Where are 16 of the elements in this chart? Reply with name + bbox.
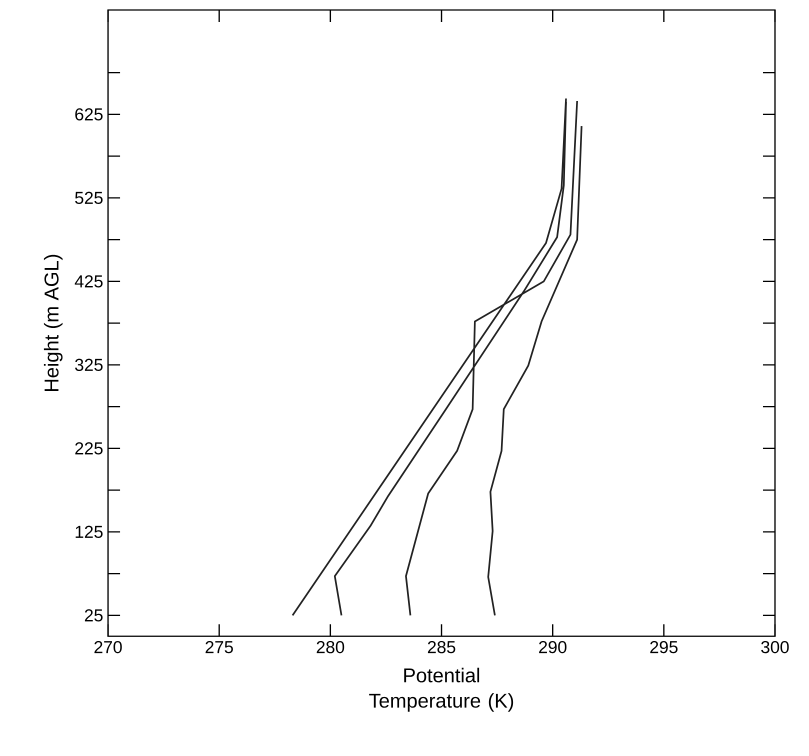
x-tick-label: 300 (761, 640, 789, 654)
y-tick-label: 525 (75, 192, 103, 204)
y-axis-title: Height (m AGL) (44, 254, 63, 391)
y-tick-label: 325 (75, 358, 103, 371)
x-tick-label: 295 (650, 640, 678, 654)
x-tick-label: 290 (539, 640, 566, 654)
x-tick-label: 275 (206, 640, 233, 654)
x-tick-label: 280 (316, 640, 344, 654)
y-tick-label: 225 (75, 442, 103, 454)
y-tick-label: 625 (75, 108, 103, 120)
x-axis-title: Potential Temperature (K) (369, 668, 514, 712)
y-tick-label: 125 (76, 526, 103, 538)
y-tick-label: 425 (74, 275, 103, 288)
x-tick-label: 285 (428, 640, 456, 654)
x-tick-label: 270 (94, 640, 122, 654)
y-tick-label: 25 (84, 609, 103, 622)
